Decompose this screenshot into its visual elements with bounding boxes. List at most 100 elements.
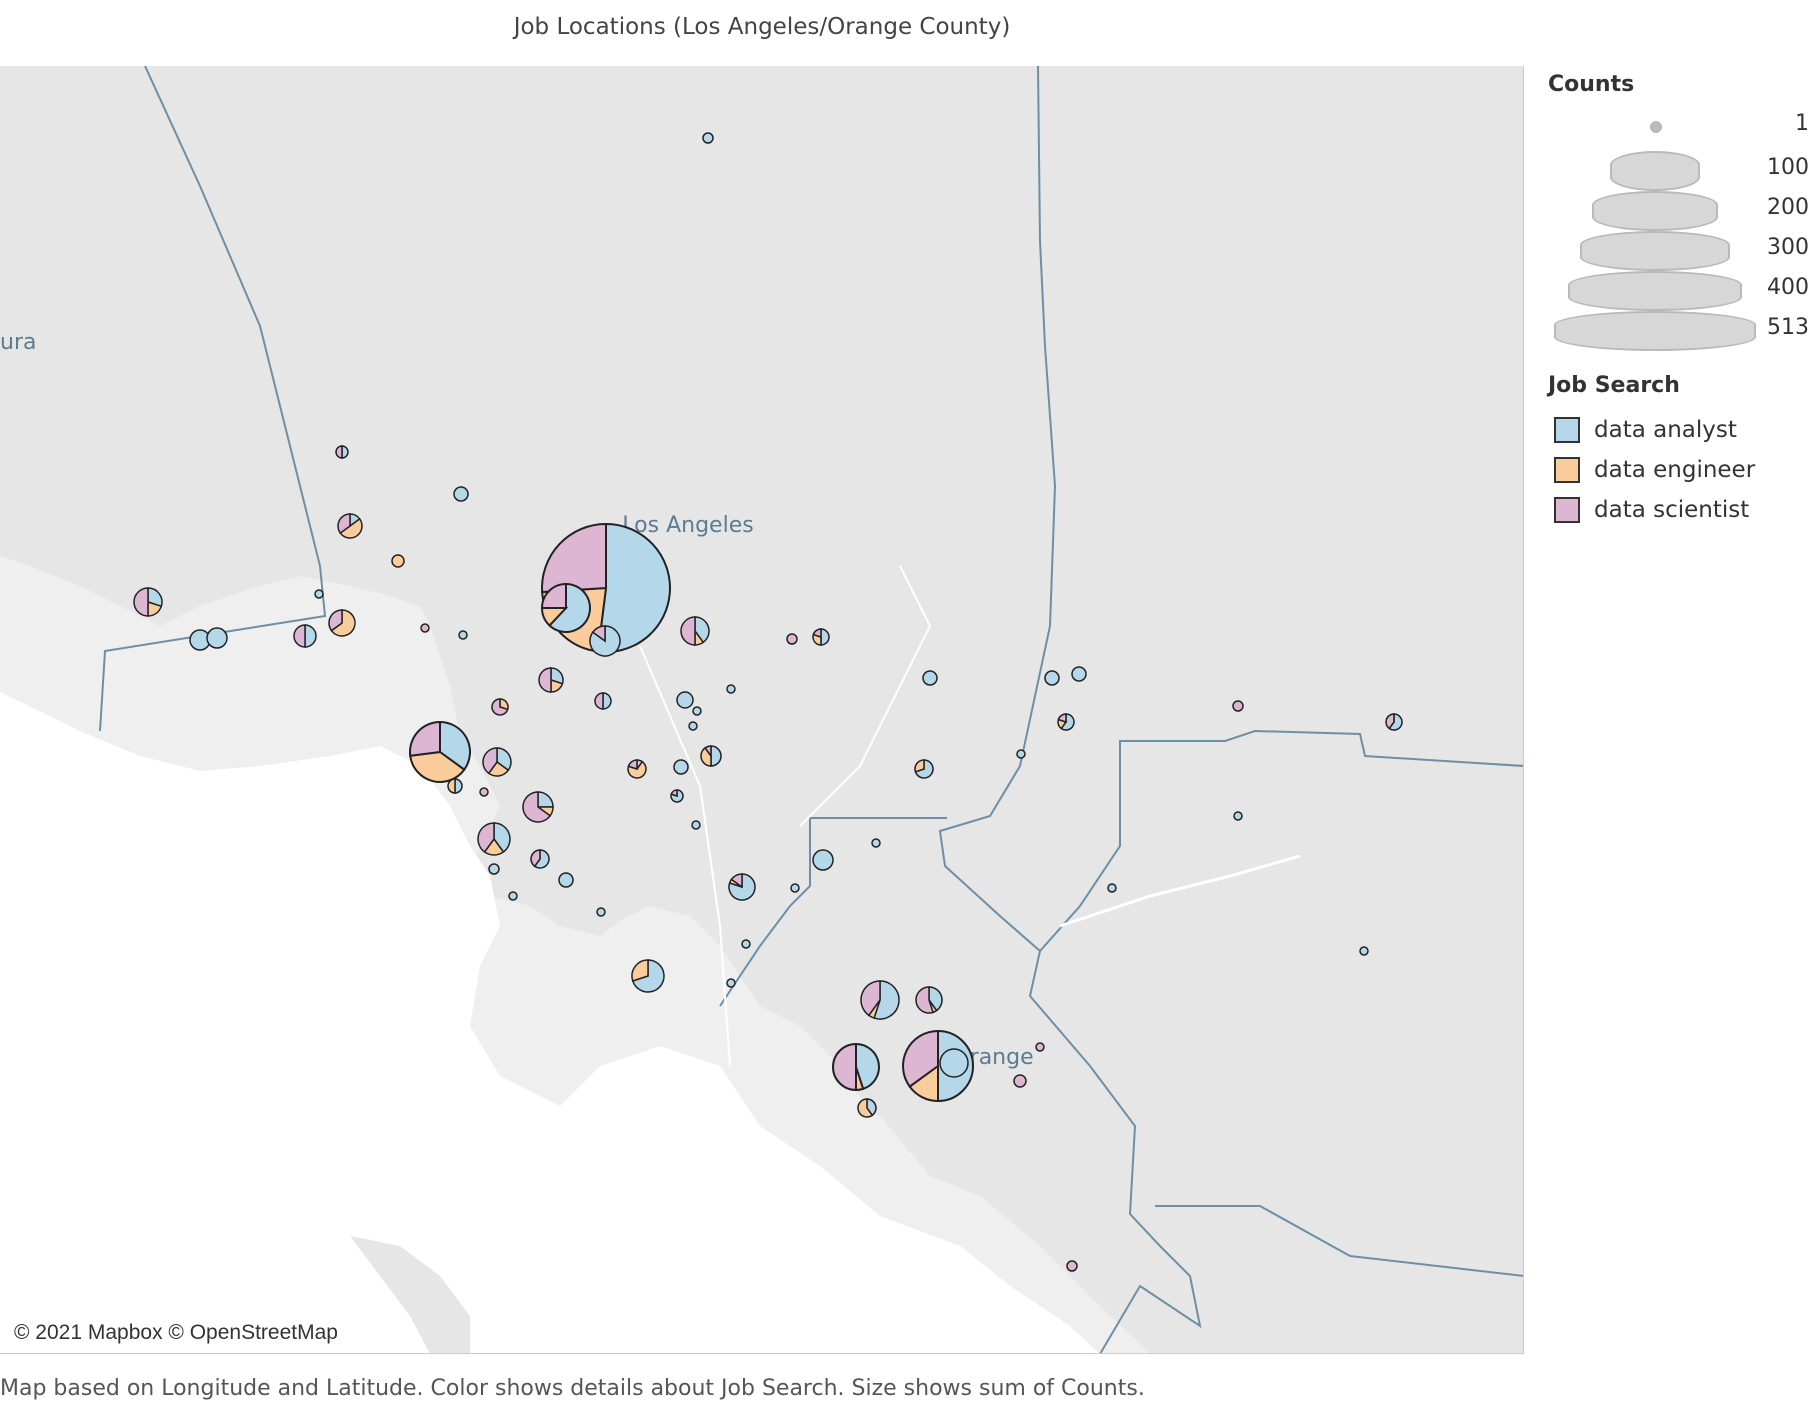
pie-markers[interactable] — [133, 132, 1403, 1272]
pie-slice — [866, 1098, 877, 1117]
pie-marker[interactable] — [453, 486, 469, 502]
pie-marker[interactable] — [871, 838, 881, 848]
map-attribution[interactable]: © 2021 Mapbox © OpenStreetMap — [8, 1319, 344, 1347]
pie-slice — [1057, 713, 1067, 724]
pie-marker[interactable] — [939, 1048, 969, 1078]
river — [799, 565, 932, 827]
pie-marker[interactable] — [691, 820, 701, 830]
pie-marker[interactable] — [409, 720, 471, 783]
county-border — [719, 817, 947, 1007]
pie-marker[interactable] — [702, 132, 714, 144]
pie-marker[interactable] — [314, 589, 324, 599]
pie-slice — [530, 849, 541, 868]
pie-marker[interactable] — [688, 721, 698, 731]
pie-marker[interactable] — [335, 445, 349, 459]
pie-marker[interactable] — [922, 670, 938, 686]
pie-marker[interactable] — [670, 789, 684, 803]
pie-slice — [496, 747, 512, 772]
pie-marker[interactable] — [692, 706, 702, 716]
pie-slice — [700, 746, 712, 767]
legend-label: data analyst — [1594, 417, 1737, 443]
pie-slice — [330, 609, 356, 637]
pie-marker[interactable] — [627, 759, 647, 779]
pie-marker[interactable] — [726, 684, 736, 694]
pie-marker[interactable] — [447, 778, 463, 794]
pie-marker[interactable] — [673, 759, 689, 775]
pie-marker[interactable] — [915, 986, 943, 1014]
pie-marker[interactable] — [631, 959, 665, 993]
pie-marker[interactable] — [594, 692, 612, 710]
job-legend: data analyst data engineer data scientis… — [1548, 410, 1813, 530]
legend-item-data-scientist[interactable]: data scientist — [1548, 490, 1813, 530]
land-mass — [0, 66, 1523, 1353]
pie-marker[interactable] — [680, 616, 710, 646]
pie-slice — [337, 513, 351, 535]
pie-marker[interactable] — [790, 883, 800, 893]
legend-item-data-analyst[interactable]: data analyst — [1548, 410, 1813, 450]
pie-marker[interactable] — [420, 623, 430, 633]
map[interactable]: Los Angeles Orange ura © 2021 Mapbox © O… — [0, 66, 1524, 1354]
pie-marker[interactable] — [328, 609, 356, 637]
pie-slice — [710, 745, 722, 767]
legend-item-data-engineer[interactable]: data engineer — [1548, 450, 1813, 490]
pie-marker[interactable] — [1013, 1074, 1027, 1088]
pie-marker[interactable] — [1385, 713, 1403, 731]
footer-caption: Map based on Longitude and Latitude. Col… — [0, 1376, 1145, 1401]
city-label-ventura: ura — [0, 330, 36, 355]
pie-marker[interactable] — [596, 907, 606, 917]
pie-marker[interactable] — [914, 759, 934, 779]
pie-slice — [741, 939, 751, 949]
pie-marker[interactable] — [488, 863, 500, 875]
pie-slice — [871, 838, 881, 848]
pie-marker[interactable] — [726, 978, 736, 988]
pie-marker[interactable] — [538, 667, 564, 693]
pie-slice — [673, 759, 689, 775]
pie-marker[interactable] — [1359, 946, 1369, 956]
pie-marker[interactable] — [530, 849, 550, 869]
pie-marker[interactable] — [522, 791, 554, 823]
pie-marker[interactable] — [700, 745, 722, 767]
pie-marker[interactable] — [558, 872, 574, 888]
pie-marker[interactable] — [479, 787, 489, 797]
pie-slice — [335, 445, 343, 459]
pie-marker[interactable] — [589, 625, 621, 657]
pie-marker[interactable] — [741, 939, 751, 949]
pie-marker[interactable] — [477, 822, 511, 856]
pie-slice — [692, 706, 702, 716]
pie-marker[interactable] — [293, 624, 317, 648]
pie-marker[interactable] — [491, 698, 509, 716]
pie-marker[interactable] — [860, 980, 900, 1020]
pie-marker[interactable] — [482, 747, 512, 777]
pie-marker[interactable] — [206, 627, 228, 649]
pie-marker[interactable] — [1066, 1260, 1078, 1272]
pie-marker[interactable] — [832, 1042, 880, 1092]
pie-marker[interactable] — [812, 628, 830, 646]
pie-marker[interactable] — [1071, 666, 1087, 682]
pie-marker[interactable] — [676, 691, 694, 709]
pie-slice — [482, 747, 498, 775]
pie-marker[interactable] — [857, 1098, 877, 1118]
pie-slice — [133, 587, 149, 617]
pie-slice — [1388, 713, 1403, 731]
pie-marker[interactable] — [1035, 1042, 1045, 1052]
pie-marker[interactable] — [1057, 713, 1075, 731]
pie-marker[interactable] — [1107, 883, 1117, 893]
pie-marker[interactable] — [1016, 749, 1026, 759]
pie-marker[interactable] — [728, 873, 756, 901]
legend-swatch — [1554, 417, 1580, 443]
pie-marker[interactable] — [812, 849, 834, 871]
pie-slice — [855, 1042, 880, 1091]
pie-marker[interactable] — [1233, 811, 1243, 821]
pie-marker[interactable] — [133, 587, 163, 617]
pie-slice — [1013, 1074, 1027, 1088]
pie-marker[interactable] — [1232, 700, 1244, 712]
pie-slice — [820, 628, 830, 646]
pie-marker[interactable] — [391, 554, 405, 568]
pie-marker[interactable] — [508, 891, 518, 901]
pie-marker[interactable] — [337, 513, 363, 539]
pie-marker[interactable] — [786, 633, 798, 645]
pie-marker[interactable] — [540, 582, 591, 633]
pie-slice — [1066, 1260, 1078, 1272]
pie-marker[interactable] — [1044, 670, 1060, 686]
pie-marker[interactable] — [458, 630, 468, 640]
